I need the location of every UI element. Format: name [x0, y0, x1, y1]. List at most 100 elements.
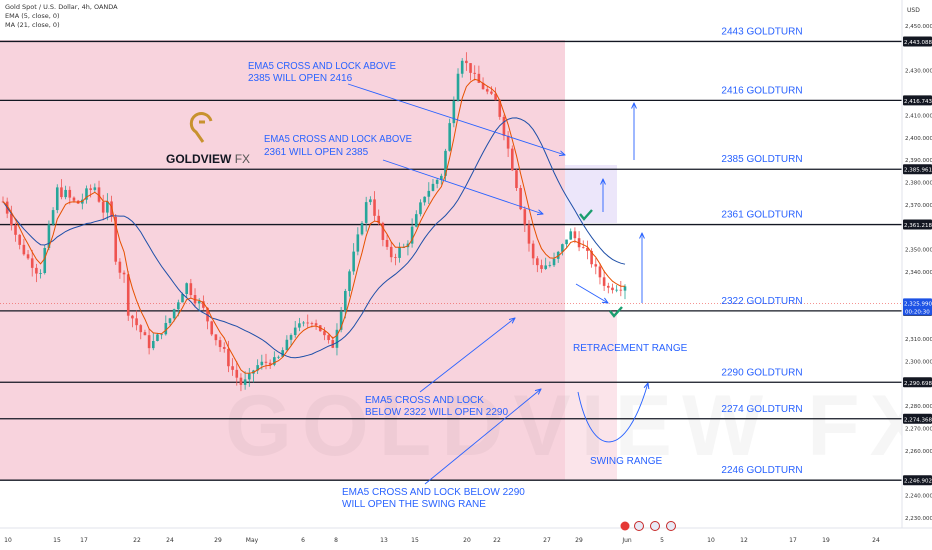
- candle: [55, 187, 59, 211]
- x-tick-label: 17: [789, 537, 797, 544]
- candle: [619, 289, 623, 291]
- candle: [151, 341, 155, 349]
- candle: [243, 379, 247, 385]
- arrow-to-2361: [382, 159, 543, 214]
- candle: [273, 357, 276, 365]
- ema5-line: [2, 78, 626, 374]
- candle: [256, 365, 259, 371]
- candle: [85, 188, 88, 200]
- candle: [465, 60, 468, 64]
- candle: [68, 189, 72, 198]
- candle: [335, 329, 339, 348]
- candle: [14, 225, 17, 235]
- level-label: 2246 GOLDTURN: [721, 465, 802, 476]
- candle: [477, 73, 481, 83]
- y-tick-label: 2,380.000: [905, 181, 932, 187]
- price-tag-label: 2,246.902: [904, 479, 932, 485]
- y-tick-label: 2,310.000: [905, 337, 932, 343]
- candle: [623, 286, 627, 291]
- retracement-range-label: RETRACEMENT RANGE: [573, 343, 688, 354]
- candle: [101, 201, 105, 213]
- x-tick-label: 24: [166, 537, 174, 544]
- candle: [47, 224, 51, 248]
- candle: [147, 335, 151, 349]
- candle: [168, 318, 172, 323]
- price-tag: [903, 377, 932, 388]
- candle: [323, 331, 326, 336]
- levels-layer: [0, 40, 902, 481]
- event-icons: [620, 521, 676, 531]
- candle: [331, 340, 335, 348]
- candle: [473, 72, 477, 74]
- y-tick-label: 2,340.000: [905, 270, 932, 276]
- x-tick-label: 5: [660, 537, 664, 544]
- annotation-arrows: [347, 83, 648, 485]
- candle: [247, 373, 251, 380]
- candle: [89, 188, 92, 190]
- candle: [410, 226, 414, 244]
- x-tick-label: 22: [133, 537, 141, 544]
- candle: [114, 216, 118, 262]
- x-tick-label: Jun: [621, 537, 632, 544]
- arrow-to-2322: [419, 318, 515, 393]
- price-tag: [903, 475, 932, 486]
- annotation-2361-line1: EMA5 CROSS AND LOCK ABOVE: [264, 134, 412, 145]
- y-tick-label: 2,300.000: [905, 359, 932, 365]
- x-tick-label: 27: [543, 537, 551, 544]
- candle: [607, 285, 610, 288]
- candle: [398, 247, 401, 258]
- candle: [460, 60, 464, 74]
- annotation-texts: EMA5 CROSS AND LOCK ABOVE 2385 WILL OPEN…: [248, 61, 688, 510]
- candle: [590, 250, 593, 265]
- y-tick-label: 2,450.000: [905, 24, 932, 30]
- candle: [552, 258, 556, 266]
- candle: [268, 362, 272, 365]
- arrow-to-2385: [347, 83, 565, 155]
- candle: [139, 325, 143, 333]
- retracement-zone: [565, 311, 617, 383]
- y-tick-label: 2,280.000: [905, 404, 932, 410]
- symbol-title: Gold Spot / U.S. Dollar, 4h, OANDA: [5, 3, 118, 11]
- x-tick-label: 10: [707, 537, 715, 544]
- candle: [581, 247, 585, 249]
- candle: [126, 274, 130, 316]
- x-tick-label: 10: [4, 537, 12, 544]
- candle: [231, 366, 234, 370]
- candle: [469, 63, 472, 73]
- currency-label: USD: [907, 7, 920, 14]
- level-label: 2322 GOLDTURN: [721, 296, 802, 307]
- candle: [18, 234, 21, 245]
- candle: [218, 340, 222, 348]
- candle: [298, 323, 301, 328]
- candle: [569, 231, 573, 240]
- candle: [381, 222, 385, 240]
- candle: [435, 179, 439, 184]
- price-tag: [903, 413, 932, 424]
- candle: [344, 290, 347, 312]
- candle: [197, 301, 201, 304]
- x-tick-label: 17: [80, 537, 88, 544]
- price-tag-label: 2,274.368: [904, 417, 932, 423]
- candle: [611, 287, 614, 291]
- logo-icon: [189, 112, 213, 143]
- candle: [456, 73, 460, 101]
- check-icon: [579, 209, 593, 221]
- candle: [561, 244, 564, 252]
- y-tick-label: 2,270.000: [905, 427, 932, 433]
- y-tick-label: 2,390.000: [905, 158, 932, 164]
- price-tag-label: 2,416.743: [904, 99, 932, 105]
- candle: [181, 293, 184, 303]
- y-tick-label: 2,370.000: [905, 203, 932, 209]
- candle: [164, 322, 168, 335]
- candle: [377, 215, 381, 223]
- ma-legend: MA (21, close, 0): [5, 21, 60, 29]
- y-tick-label: 2,230.000: [905, 516, 932, 522]
- candle: [536, 258, 539, 266]
- candle: [277, 356, 280, 358]
- candle: [452, 100, 456, 124]
- price-tag-label: 2,385.961: [904, 168, 932, 174]
- price-tag-label: 2,443.088: [904, 40, 932, 46]
- x-axis-ticks: 10 15 17 22 24 29 May 6 8 13 15 20 22 27 29 Jun 5 10 12 17 1…: [4, 537, 880, 544]
- swing-curve: [577, 383, 648, 443]
